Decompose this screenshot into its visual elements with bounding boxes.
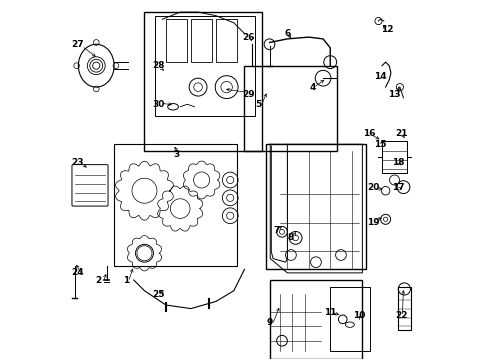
Text: 20: 20 [366, 183, 379, 192]
Bar [216, 19, 237, 62]
Text: 11: 11 [324, 308, 336, 317]
Text: 27: 27 [71, 40, 83, 49]
Text: 23: 23 [71, 158, 83, 167]
Text: 5: 5 [255, 100, 262, 109]
Bar [144, 12, 262, 152]
Text: 2: 2 [96, 275, 102, 284]
Text: 4: 4 [308, 83, 315, 92]
Text: 24: 24 [71, 268, 83, 277]
Bar [114, 144, 237, 266]
Text: 21: 21 [395, 129, 407, 138]
Text: 9: 9 [266, 318, 272, 327]
Bar [155, 16, 255, 116]
Text: 3: 3 [173, 150, 180, 159]
Text: 17: 17 [391, 183, 404, 192]
Bar [397, 287, 410, 330]
Text: 22: 22 [395, 311, 407, 320]
Text: 28: 28 [152, 61, 164, 70]
Text: 29: 29 [241, 90, 254, 99]
Text: 8: 8 [287, 233, 293, 242]
Text: 25: 25 [152, 290, 164, 299]
Text: 14: 14 [373, 72, 386, 81]
Bar [381, 141, 406, 173]
Text: 13: 13 [387, 90, 400, 99]
Bar [190, 19, 212, 62]
Bar [269, 280, 362, 359]
Text: 26: 26 [242, 33, 254, 42]
Text: 19: 19 [366, 219, 379, 228]
Bar [244, 66, 337, 152]
Text: 30: 30 [152, 100, 164, 109]
Text: 18: 18 [391, 158, 404, 167]
Text: 7: 7 [273, 225, 279, 234]
Text: 6: 6 [284, 29, 290, 38]
Text: 12: 12 [380, 26, 393, 35]
Bar [165, 19, 187, 62]
Text: 15: 15 [373, 140, 386, 149]
Text: 16: 16 [363, 129, 375, 138]
Text: 1: 1 [123, 275, 129, 284]
Bar [329, 287, 369, 351]
Text: 10: 10 [352, 311, 364, 320]
Bar [265, 144, 365, 269]
